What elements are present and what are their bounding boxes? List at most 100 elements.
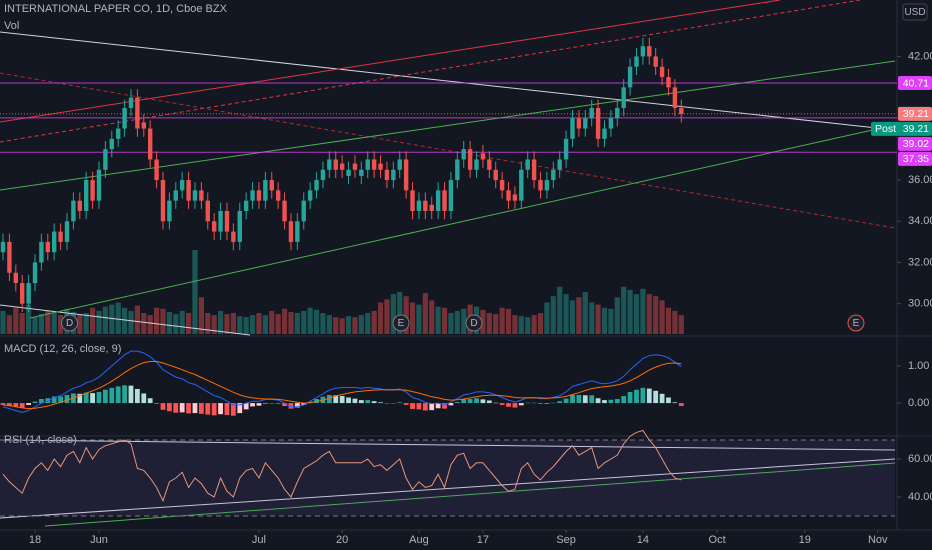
candle-body: [576, 118, 582, 129]
macd-histogram-bar: [198, 403, 204, 414]
volume-bar: [243, 317, 249, 334]
macd-line: [2, 350, 682, 413]
price-label: 40.71: [903, 77, 929, 89]
macd-histogram-bar: [435, 403, 441, 409]
macd-histogram-bar: [467, 398, 473, 404]
y-tick-label: 32.00: [908, 256, 932, 268]
candle-body: [109, 138, 114, 150]
volume-bar: [601, 307, 608, 334]
candle-body: [512, 194, 518, 201]
macd-histogram-bar: [621, 396, 627, 404]
x-tick-label: Nov: [868, 534, 888, 546]
volume-bar: [505, 308, 512, 334]
candle-body: [467, 149, 473, 170]
macd-histogram-bar: [346, 397, 351, 404]
trendline: [0, 0, 861, 143]
candle-body: [416, 200, 422, 211]
candle-body: [659, 66, 665, 78]
volume-bar: [499, 307, 505, 334]
candle-body: [64, 221, 70, 242]
volume-bar: [275, 314, 281, 334]
volume-bar: [397, 292, 403, 334]
volume-bar: [301, 310, 307, 334]
candle-body: [103, 149, 108, 170]
candle-body: [563, 138, 569, 160]
rsi-trendlines: [0, 439, 896, 527]
currency[interactable]: USD: [904, 7, 925, 18]
candle-body: [442, 190, 447, 211]
volume-bar: [153, 307, 160, 334]
macd-histogram-bar: [390, 403, 396, 404]
volume-bar: [525, 317, 531, 334]
candle-body: [519, 169, 524, 201]
volume-bar: [493, 314, 499, 334]
volume-bar: [192, 250, 198, 334]
candle-body: [595, 107, 601, 139]
candle-body: [589, 107, 594, 119]
macd-histogram-bar: [243, 403, 249, 410]
candle-body: [634, 56, 639, 67]
macd-histogram-bar: [365, 400, 371, 404]
macd-histogram-bar: [563, 398, 569, 404]
macd-histogram-bar: [506, 403, 511, 407]
volume-bar: [403, 296, 409, 334]
candle-body: [423, 200, 428, 211]
macd-histogram-bar: [410, 403, 415, 410]
candle-body: [551, 169, 556, 181]
macd-histogram-bar: [429, 403, 435, 411]
macd-histogram-bar: [173, 403, 179, 413]
y-tick-label: 1.00: [908, 360, 929, 372]
macd-histogram-bar: [678, 403, 684, 407]
trendline: [0, 31, 896, 131]
candle-body: [435, 190, 441, 211]
candle-body: [525, 159, 530, 170]
volume-bar: [512, 315, 518, 334]
macd-histogram-bar: [333, 395, 339, 404]
macd-histogram-bar: [653, 390, 659, 404]
macd-histogram-bar: [250, 403, 255, 407]
volume-bar: [640, 288, 646, 334]
candle-body: [231, 231, 236, 242]
candle-body: [269, 180, 274, 191]
candle-body: [679, 107, 684, 115]
y-tick-label: 0.00: [908, 397, 929, 409]
volume-bar: [377, 302, 384, 334]
macd-histogram-bar: [339, 396, 345, 404]
volume-bar: [281, 308, 288, 334]
macd-histogram-bar: [422, 403, 428, 411]
candle-body: [307, 190, 313, 201]
price-label-box: [898, 136, 932, 151]
candle-body: [640, 46, 646, 57]
volume-bar: [89, 307, 96, 334]
macd-histogram-bar: [262, 403, 268, 404]
candle-body: [115, 128, 121, 139]
post-label-name: Post: [875, 123, 896, 135]
candle-body: [205, 200, 210, 222]
candle-body: [499, 180, 505, 191]
volume-bar: [320, 313, 326, 334]
macd-histogram-bar: [480, 399, 486, 404]
macd-histogram-bar: [179, 403, 185, 413]
macd-histogram-bar: [634, 389, 639, 404]
macd-histogram-bar: [378, 402, 383, 404]
rsi-trendline: [0, 439, 896, 451]
candle-body: [39, 241, 44, 263]
candle-body: [154, 159, 159, 181]
macd-histogram-bar: [666, 397, 671, 404]
candle-body: [666, 77, 671, 88]
volume-bar: [0, 310, 6, 334]
currency-box[interactable]: [902, 3, 928, 21]
volume-bar: [294, 313, 300, 334]
macd-histogram-bar: [403, 403, 409, 405]
x-tick-label: 14: [637, 534, 649, 546]
candle-body: [672, 87, 678, 108]
volume-bar: [595, 304, 601, 334]
y-tick-label: 42.00: [908, 50, 932, 62]
candle-body: [90, 180, 95, 201]
volume-bar: [358, 315, 364, 334]
macd-histogram-bar: [352, 398, 358, 404]
volume-bar: [19, 313, 25, 334]
macd-histogram-bar: [614, 398, 620, 404]
volume-bar: [166, 311, 172, 334]
